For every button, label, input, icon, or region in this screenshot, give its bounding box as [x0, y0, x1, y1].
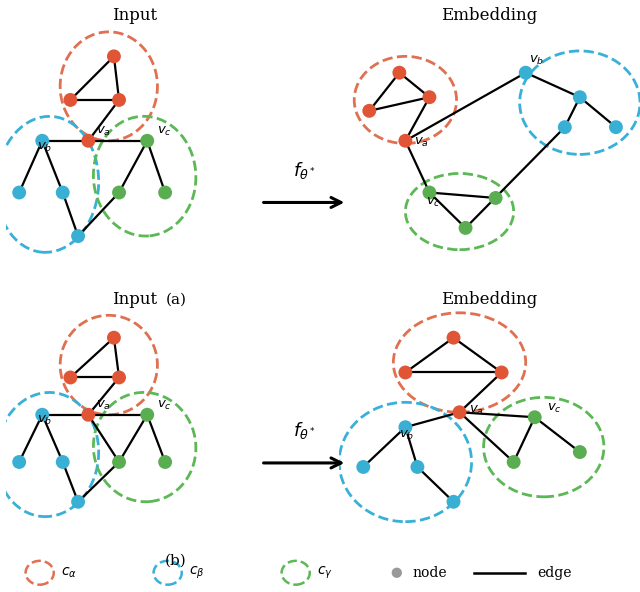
Title: Input: Input	[112, 7, 157, 24]
Text: $v_c$: $v_c$	[157, 125, 172, 138]
Point	[449, 333, 459, 342]
Text: $v_c$: $v_c$	[547, 401, 561, 415]
Text: (b): (b)	[165, 554, 187, 568]
Point	[114, 373, 124, 382]
Point	[460, 223, 470, 233]
Text: $v_b$: $v_b$	[529, 54, 544, 67]
Text: $v_a$: $v_a$	[468, 404, 483, 417]
Point	[400, 368, 410, 377]
Text: $c_\gamma$: $c_\gamma$	[317, 565, 333, 581]
Point	[114, 188, 124, 197]
Text: $v_c$: $v_c$	[157, 399, 172, 412]
Point	[114, 95, 124, 105]
Title: Input: Input	[112, 291, 157, 308]
Text: $c_\beta$: $c_\beta$	[189, 565, 204, 581]
Point	[412, 462, 422, 472]
Point	[58, 188, 68, 197]
Point	[37, 136, 47, 146]
Text: $v_a$: $v_a$	[96, 399, 111, 412]
Point	[394, 68, 404, 78]
Point	[160, 188, 170, 197]
Point	[520, 68, 531, 78]
Text: $v_c$: $v_c$	[426, 196, 441, 209]
Point	[364, 106, 374, 115]
Title: Embedding: Embedding	[442, 7, 538, 24]
Point	[58, 457, 68, 466]
Point	[400, 423, 410, 432]
Point	[449, 497, 459, 507]
Point	[424, 92, 435, 102]
Point	[65, 373, 76, 382]
Point	[611, 123, 621, 132]
Point	[14, 188, 24, 197]
Point	[509, 457, 519, 466]
Point	[142, 136, 152, 146]
Text: $v_a$: $v_a$	[96, 125, 111, 138]
Point	[575, 92, 585, 102]
Point	[142, 410, 152, 420]
Point	[392, 568, 402, 578]
Title: Embedding: Embedding	[442, 291, 538, 308]
Text: $v_b$: $v_b$	[37, 414, 52, 427]
Point	[497, 368, 507, 377]
Point	[73, 231, 83, 241]
Text: node: node	[413, 566, 447, 580]
Text: $v_b$: $v_b$	[37, 141, 52, 155]
Point	[490, 193, 500, 202]
Point	[73, 497, 83, 507]
Point	[559, 123, 570, 132]
Point	[65, 95, 76, 105]
Text: $v_b$: $v_b$	[399, 429, 415, 442]
Text: $f_{\theta^*}$: $f_{\theta^*}$	[292, 160, 316, 181]
Point	[83, 410, 93, 420]
Text: $c_\alpha$: $c_\alpha$	[61, 565, 77, 580]
Point	[83, 136, 93, 146]
Text: $v_a$: $v_a$	[415, 136, 429, 149]
Point	[454, 407, 465, 417]
Point	[114, 457, 124, 466]
Text: edge: edge	[538, 566, 572, 580]
Text: $f_{\theta^*}$: $f_{\theta^*}$	[292, 420, 316, 441]
Point	[358, 462, 369, 472]
Point	[575, 448, 585, 457]
Point	[14, 457, 24, 466]
Point	[160, 457, 170, 466]
Point	[109, 333, 119, 342]
Point	[530, 413, 540, 422]
Point	[109, 52, 119, 61]
Point	[37, 410, 47, 420]
Point	[424, 188, 435, 197]
Text: (a): (a)	[166, 292, 186, 307]
Point	[400, 136, 410, 146]
